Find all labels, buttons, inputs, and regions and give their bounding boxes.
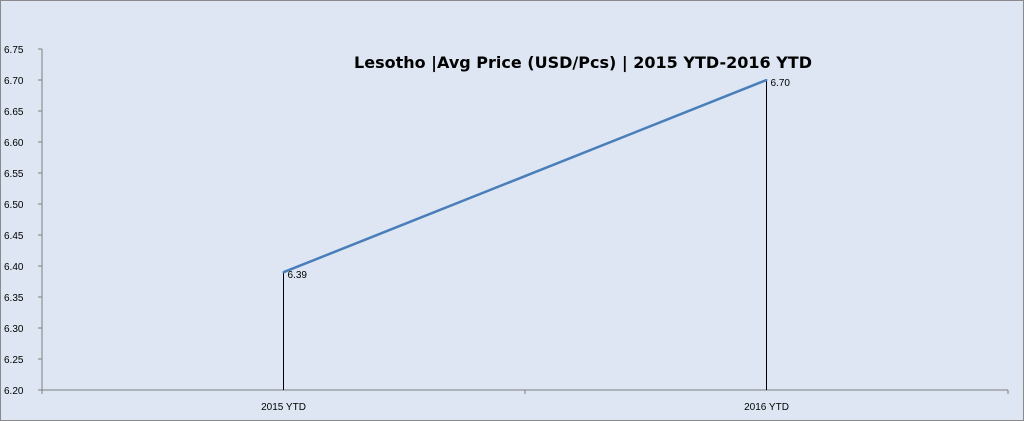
y-tick-label: 6.20 <box>4 386 24 397</box>
y-tick-label: 6.50 <box>4 200 24 211</box>
series-line <box>283 78 767 274</box>
y-tick-label: 6.30 <box>4 324 24 335</box>
axes: 6.20 6.25 6.30 6.35 6.40 6.45 6.50 6.55 6.60 6.65… <box>4 45 1009 413</box>
data-point <box>765 79 768 81</box>
data-point <box>282 271 285 274</box>
series-marks: 6.39 6.70 <box>282 78 791 390</box>
y-tick-label: 6.55 <box>4 169 24 180</box>
data-label: 6.70 <box>771 78 791 89</box>
chart-title: Lesotho |Avg Price (USD/Pcs) | 2015 YTD-… <box>354 53 812 73</box>
y-tick-label: 6.25 <box>4 355 24 366</box>
y-tick-label: 6.75 <box>4 45 24 56</box>
x-tick-label: 2015 YTD <box>261 402 306 413</box>
x-tick-label: 2016 YTD <box>744 402 789 413</box>
y-tick-label: 6.45 <box>4 231 24 242</box>
data-label: 6.39 <box>288 270 308 281</box>
y-tick-label: 6.35 <box>4 293 24 304</box>
y-tick-label: 6.60 <box>4 138 24 149</box>
y-tick-label: 6.40 <box>4 262 24 273</box>
y-tick-label: 6.70 <box>4 76 24 87</box>
y-tick-label: 6.65 <box>4 107 24 118</box>
